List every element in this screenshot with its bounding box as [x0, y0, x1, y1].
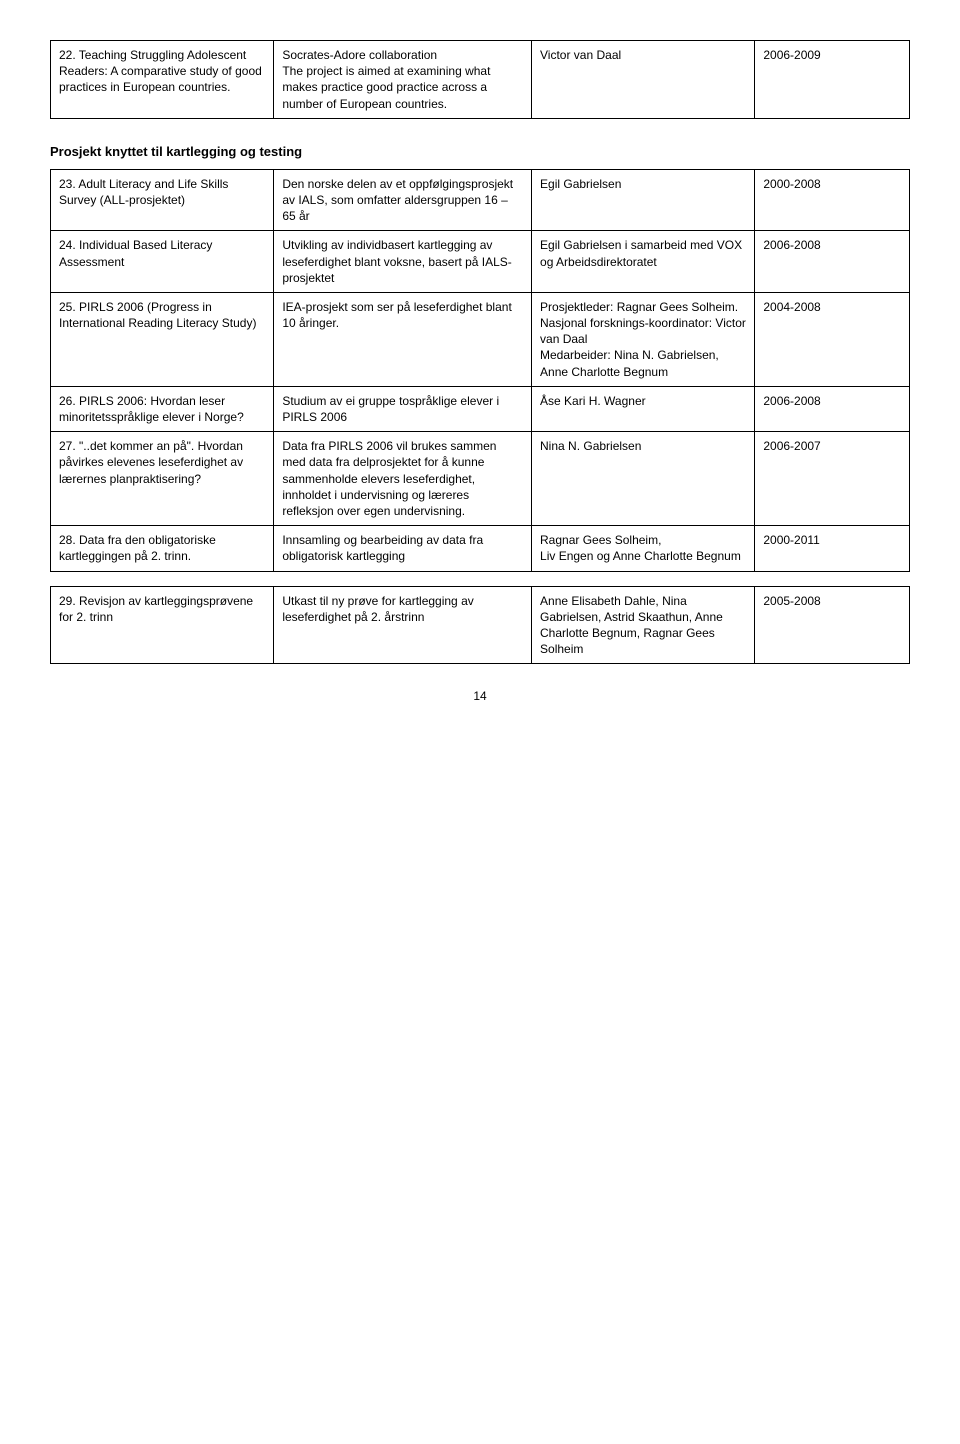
table-cell: 2006-2007 — [755, 432, 910, 526]
table-cell: 2000-2008 — [755, 169, 910, 231]
table-cell: Utvikling av individbasert kartlegging a… — [274, 231, 532, 293]
table-row: 25. PIRLS 2006 (Progress in Internationa… — [51, 292, 910, 386]
table-cell: Den norske delen av et oppfølgingsprosje… — [274, 169, 532, 231]
table-cell: 27. "..det kommer an på". Hvordan påvirk… — [51, 432, 274, 526]
table-cell: 28. Data fra den obligatoriske kartleggi… — [51, 526, 274, 571]
table-cell: 24. Individual Based Literacy Assessment — [51, 231, 274, 293]
table-cell: Studium av ei gruppe tospråklige elever … — [274, 386, 532, 431]
table-row: 23. Adult Literacy and Life Skills Surve… — [51, 169, 910, 231]
project-table-1: 22. Teaching Struggling Adolescent Reade… — [50, 40, 910, 119]
table-row: 24. Individual Based Literacy Assessment… — [51, 231, 910, 293]
table-cell: 2006-2008 — [755, 386, 910, 431]
table-row: 27. "..det kommer an på". Hvordan påvirk… — [51, 432, 910, 526]
page-number: 14 — [50, 689, 910, 703]
table-cell: Utkast til ny prøve for kartlegging av l… — [274, 586, 532, 664]
table-cell: Ragnar Gees Solheim,Liv Engen og Anne Ch… — [532, 526, 755, 571]
table-cell: Nina N. Gabrielsen — [532, 432, 755, 526]
table-cell: 23. Adult Literacy and Life Skills Surve… — [51, 169, 274, 231]
table-cell: Egil Gabrielsen i samarbeid med VOX og A… — [532, 231, 755, 293]
table-cell: 2005-2008 — [755, 586, 910, 664]
table-row: 28. Data fra den obligatoriske kartleggi… — [51, 526, 910, 571]
table-cell: 25. PIRLS 2006 (Progress in Internationa… — [51, 292, 274, 386]
table-cell: Innsamling og bearbeiding av data fra ob… — [274, 526, 532, 571]
table-cell: 29. Revisjon av kartleggingsprøvene for … — [51, 586, 274, 664]
table-cell: IEA-prosjekt som ser på leseferdighet bl… — [274, 292, 532, 386]
table-cell: Data fra PIRLS 2006 vil brukes sammen me… — [274, 432, 532, 526]
table-row: 29. Revisjon av kartleggingsprøvene for … — [51, 586, 910, 664]
table-cell: Socrates-Adore collaborationThe project … — [274, 41, 532, 119]
project-table-2: 23. Adult Literacy and Life Skills Surve… — [50, 169, 910, 572]
table-cell: 2006-2009 — [755, 41, 910, 119]
section-heading: Prosjekt knyttet til kartlegging og test… — [50, 144, 910, 159]
table-cell: 26. PIRLS 2006: Hvordan leser minoritets… — [51, 386, 274, 431]
table-row: 26. PIRLS 2006: Hvordan leser minoritets… — [51, 386, 910, 431]
table-cell: 22. Teaching Struggling Adolescent Reade… — [51, 41, 274, 119]
table-cell: Åse Kari H. Wagner — [532, 386, 755, 431]
table-cell: Egil Gabrielsen — [532, 169, 755, 231]
table-cell: Prosjektleder: Ragnar Gees Solheim.Nasjo… — [532, 292, 755, 386]
table-cell: 2006-2008 — [755, 231, 910, 293]
table-cell: Victor van Daal — [532, 41, 755, 119]
table-cell: 2004-2008 — [755, 292, 910, 386]
table-cell: 2000-2011 — [755, 526, 910, 571]
table-row: 22. Teaching Struggling Adolescent Reade… — [51, 41, 910, 119]
project-table-3: 29. Revisjon av kartleggingsprøvene for … — [50, 586, 910, 665]
table-cell: Anne Elisabeth Dahle, Nina Gabrielsen, A… — [532, 586, 755, 664]
